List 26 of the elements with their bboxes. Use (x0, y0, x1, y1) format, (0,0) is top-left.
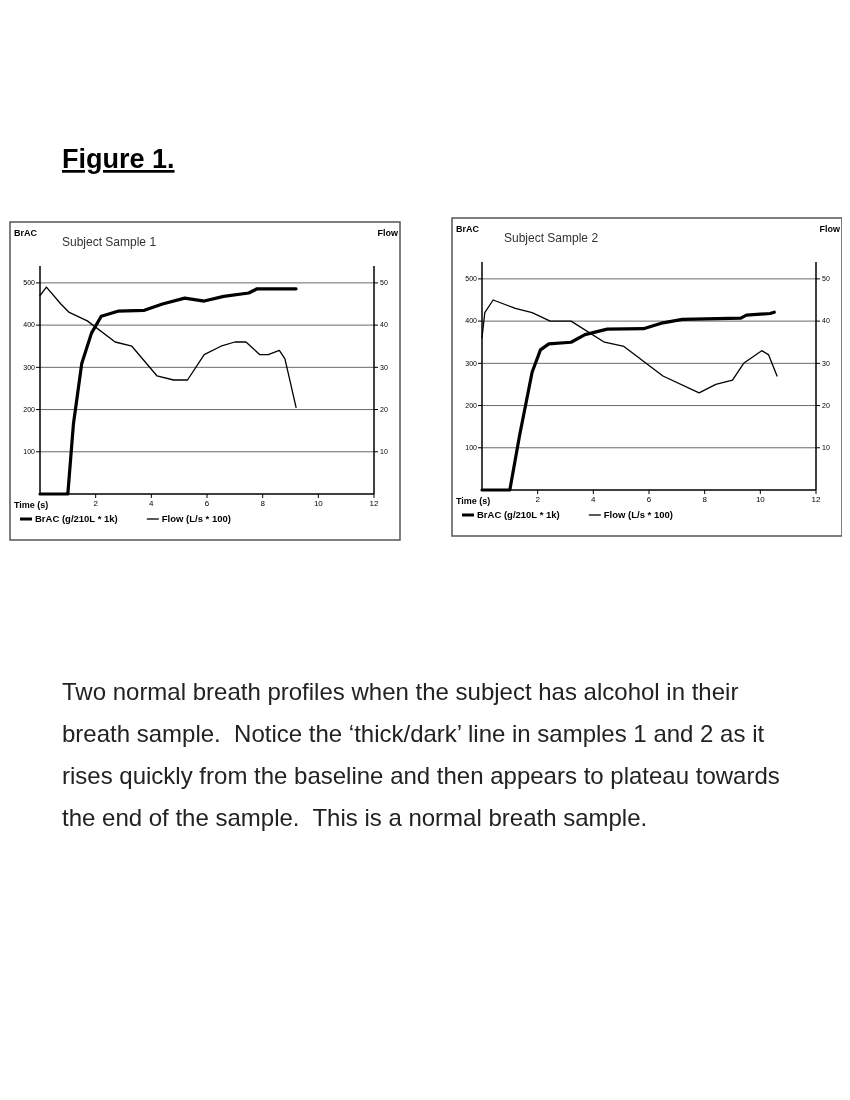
x-tick-label: 2 (535, 495, 541, 504)
caption: Figure 1. (62, 144, 175, 174)
legend-label: Flow (L/s * 100) (161, 513, 231, 524)
y2-axis-title: Flow (819, 224, 841, 234)
legend-label: Flow (L/s * 100) (603, 509, 673, 520)
x-tick-label: 4 (149, 499, 155, 508)
x-tick-label: 6 (646, 495, 652, 504)
x-axis-title: Time (s) (456, 496, 491, 506)
chart-title: Subject Sample 2 (504, 231, 599, 245)
text: Two normal breath profiles when the subject has alcohol in their breath sample. Notice the ‘thick/dark’ line in samples 1 and 2 as it rises quickly from the baseline and then appears to plateau towards the end of the sample. This is a normal breath sample. (62, 678, 780, 831)
chart-title: Subject Sample 1 (62, 235, 157, 249)
legend-label: BrAC (g/210L * 1k) (477, 509, 560, 520)
y2-axis-title: Flow (377, 228, 399, 238)
legend-label: BrAC (g/210L * 1k) (35, 513, 118, 524)
x-tick-label: 6 (204, 499, 210, 508)
y-axis-title: BrAC (14, 228, 38, 238)
x-tick-label: 10 (755, 495, 766, 504)
x-tick-label: 8 (702, 495, 708, 504)
x-tick-label: 2 (93, 499, 99, 508)
x-tick-label: 4 (591, 495, 597, 504)
x-tick-label: 12 (811, 495, 821, 504)
x-tick-label: 12 (369, 499, 379, 508)
x-tick-label: 10 (313, 499, 324, 508)
x-tick-label: 8 (260, 499, 266, 508)
y-axis-title: BrAC (456, 224, 480, 234)
x-axis-title: Time (s) (14, 500, 49, 510)
